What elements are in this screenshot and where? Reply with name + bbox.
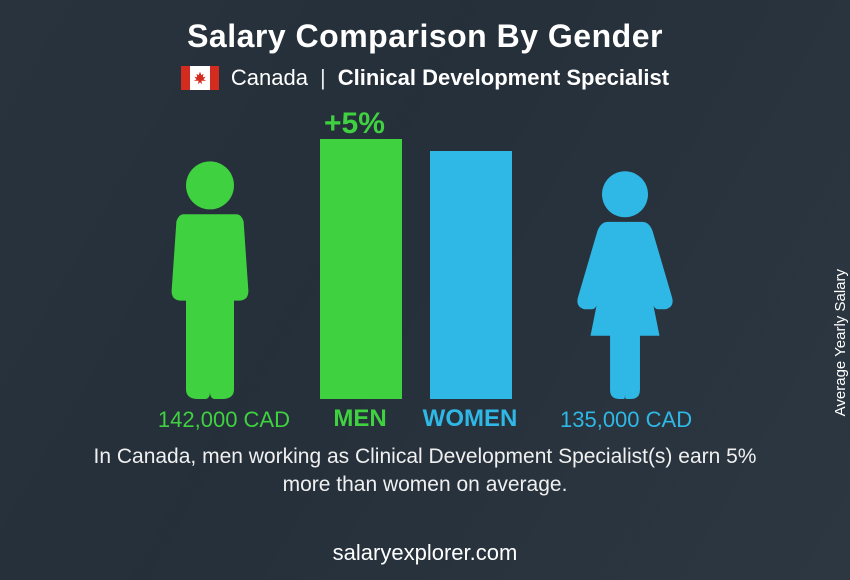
- salary-men: 142,000 CAD: [120, 407, 290, 433]
- subtitle-row: Canada | Clinical Development Specialist: [0, 65, 850, 91]
- bar-women: [430, 151, 512, 399]
- canada-flag-icon: [181, 66, 219, 90]
- maple-leaf-icon: [193, 71, 207, 85]
- chart-area: +5% MEN WOMEN 142,000 CAD 135,000 CAD Av…: [0, 99, 850, 439]
- summary-text: In Canada, men working as Clinical Devel…: [0, 443, 850, 500]
- difference-label: +5%: [324, 107, 385, 141]
- subtitle-country: Canada: [231, 65, 308, 91]
- subtitle-separator: |: [320, 65, 326, 91]
- salary-women: 135,000 CAD: [560, 407, 740, 433]
- woman-icon: [560, 169, 690, 399]
- bar-label-men: MEN: [300, 405, 420, 433]
- page-title: Salary Comparison By Gender: [0, 0, 850, 55]
- man-icon: [150, 159, 270, 399]
- bar-men: [320, 139, 402, 399]
- y-axis-label: Average Yearly Salary: [832, 269, 849, 416]
- footer-source: salaryexplorer.com: [0, 540, 850, 566]
- subtitle-job: Clinical Development Specialist: [338, 65, 669, 91]
- bar-label-women: WOMEN: [410, 405, 530, 433]
